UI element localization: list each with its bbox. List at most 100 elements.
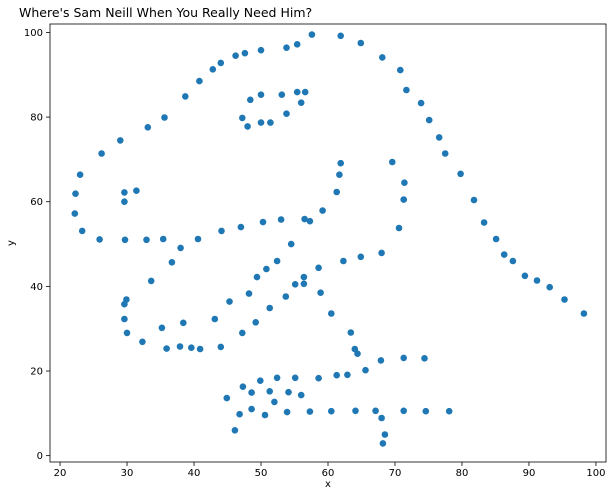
data-point	[300, 280, 308, 288]
data-point	[533, 277, 541, 284]
data-point	[194, 235, 202, 243]
data-point	[71, 210, 79, 217]
data-point	[257, 377, 264, 385]
data-point	[278, 91, 286, 98]
data-point	[196, 77, 203, 85]
y-tick-label: 0	[37, 451, 43, 462]
data-point	[239, 114, 246, 122]
data-point	[177, 244, 184, 252]
data-point	[291, 281, 299, 288]
x-tick-label: 20	[54, 468, 67, 479]
data-point	[121, 300, 128, 308]
data-point	[248, 389, 255, 396]
data-point	[217, 59, 225, 67]
data-point	[211, 315, 219, 323]
data-point	[378, 414, 385, 422]
data-point	[336, 171, 343, 178]
data-point	[239, 329, 246, 337]
data-point	[182, 93, 189, 100]
y-tick-label: 20	[30, 367, 43, 378]
data-point	[403, 86, 410, 94]
data-point	[168, 259, 176, 266]
data-point	[237, 223, 245, 231]
axes	[49, 23, 607, 463]
data-point	[357, 253, 365, 261]
chart-title: Where's Sam Neill When You Really Need H…	[19, 5, 312, 20]
data-point	[372, 407, 379, 415]
data-point	[306, 408, 314, 415]
data-point	[133, 187, 140, 194]
data-point	[308, 31, 316, 38]
y-tick-label: 100	[24, 28, 43, 39]
data-point	[389, 158, 396, 166]
data-point	[347, 329, 355, 336]
data-point	[509, 257, 517, 265]
data-point	[500, 251, 508, 258]
data-point	[266, 304, 274, 312]
data-point	[117, 137, 124, 144]
data-points	[71, 31, 588, 447]
data-point	[72, 190, 79, 197]
data-point	[196, 345, 204, 353]
data-point	[253, 273, 261, 281]
data-point	[521, 272, 529, 280]
data-point	[378, 249, 385, 257]
data-point	[395, 224, 403, 232]
data-point	[76, 171, 84, 178]
data-point	[271, 398, 278, 406]
data-point	[580, 310, 588, 317]
data-point	[401, 179, 408, 186]
data-point	[445, 407, 453, 415]
x-tick-label: 40	[188, 468, 201, 479]
data-point	[379, 440, 387, 447]
data-point	[282, 293, 290, 300]
data-point	[257, 91, 265, 98]
data-point	[263, 265, 270, 273]
data-point	[158, 324, 166, 332]
data-point	[143, 236, 150, 244]
x-tick-label: 30	[121, 468, 134, 479]
data-point	[400, 354, 408, 362]
data-point	[257, 46, 265, 54]
data-point	[283, 110, 290, 117]
data-point	[139, 338, 146, 346]
data-point	[218, 227, 225, 235]
data-point	[144, 124, 152, 131]
data-point	[161, 114, 168, 121]
data-point	[121, 189, 128, 196]
x-tick-label: 50	[255, 468, 268, 479]
data-point	[245, 290, 253, 297]
data-point	[300, 273, 308, 281]
data-point	[121, 315, 128, 323]
data-point	[319, 207, 326, 214]
data-point	[266, 388, 274, 395]
y-axis-label: y	[6, 240, 17, 246]
data-point	[176, 343, 184, 350]
data-point	[297, 99, 305, 106]
data-point	[344, 371, 351, 379]
data-point	[328, 407, 335, 415]
y-tick-label: 60	[30, 197, 43, 208]
data-point	[441, 150, 449, 157]
data-point	[277, 216, 285, 223]
data-point	[293, 88, 301, 96]
data-point	[267, 119, 274, 126]
data-point	[354, 350, 361, 358]
data-point	[337, 32, 345, 40]
data-point	[236, 410, 243, 418]
data-point	[297, 391, 305, 399]
x-tick-label: 60	[322, 468, 335, 479]
data-point	[217, 343, 225, 351]
data-point	[293, 41, 301, 48]
data-point	[546, 283, 553, 291]
data-point	[377, 357, 385, 364]
data-point	[561, 296, 568, 303]
data-point	[306, 217, 314, 225]
data-point	[259, 218, 267, 226]
data-point	[241, 49, 249, 57]
data-point	[301, 215, 308, 223]
data-point	[397, 66, 404, 74]
data-point	[333, 188, 341, 196]
data-point	[315, 374, 322, 382]
